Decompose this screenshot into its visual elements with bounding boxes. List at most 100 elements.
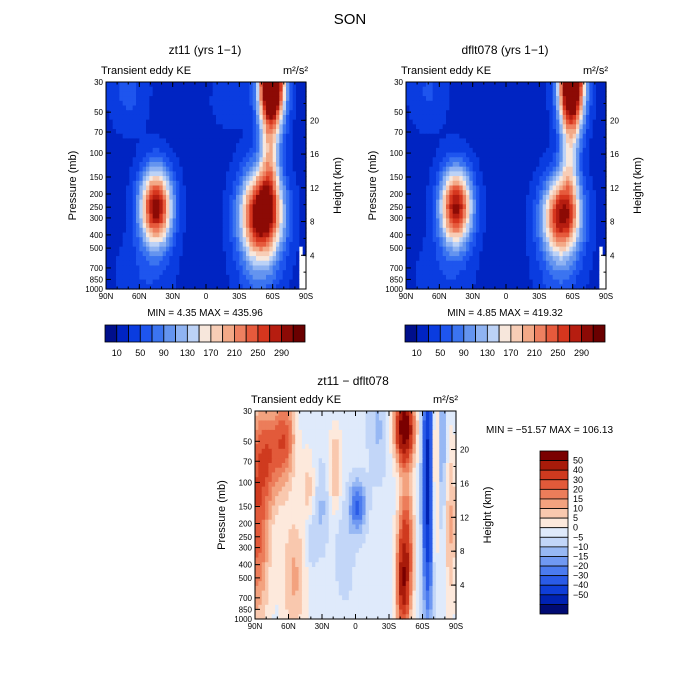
contour-cell — [256, 157, 260, 163]
contour-cell — [456, 91, 460, 97]
contour-cell — [586, 194, 590, 201]
contour-cell — [422, 190, 427, 196]
contour-cell — [146, 110, 150, 116]
contour-cell — [129, 190, 134, 196]
y-tick-label: 250 — [90, 203, 104, 212]
contour-cell — [406, 246, 410, 252]
contour-cell — [156, 114, 160, 121]
contour-cell — [599, 105, 604, 111]
contour-cell — [139, 105, 144, 111]
contour-cell — [196, 119, 200, 125]
contour-cell — [602, 86, 607, 92]
contour-cell — [272, 270, 277, 276]
contour-cell — [166, 138, 170, 144]
contour-cell — [262, 161, 267, 168]
contour-cell — [436, 100, 440, 107]
contour-cell — [302, 152, 307, 158]
contour-cell — [519, 161, 524, 168]
contour-cell — [239, 180, 244, 187]
contour-cell — [539, 82, 544, 88]
contour-cell — [302, 213, 307, 220]
contour-cell — [202, 157, 207, 163]
contour-cell — [206, 218, 210, 224]
contour-cell — [592, 143, 597, 149]
contour-cell — [266, 161, 270, 168]
contour-cell — [456, 246, 460, 252]
contour-cell — [446, 213, 450, 220]
contour-cell — [162, 279, 167, 285]
contour-cell — [599, 143, 604, 149]
contour-cell — [476, 176, 480, 182]
contour-cell — [242, 274, 247, 281]
contour-cell — [302, 227, 307, 234]
contour-cell — [579, 129, 584, 135]
contour-cell — [202, 105, 207, 111]
contour-cell — [446, 241, 450, 248]
contour-cell — [446, 246, 450, 252]
contour-cell — [136, 251, 140, 257]
contour-cell — [199, 161, 204, 168]
contour-cell — [249, 129, 254, 135]
contour-cell — [516, 246, 520, 252]
contour-cell — [416, 218, 420, 224]
contour-cell — [469, 105, 474, 111]
contour-cell — [249, 110, 254, 116]
contour-cell — [149, 176, 154, 182]
contour-cell — [269, 279, 274, 285]
contour-cell — [582, 96, 587, 102]
contour-cell — [469, 161, 474, 168]
contour-cell — [559, 227, 564, 234]
contour-cell — [546, 157, 550, 163]
contour-cell — [592, 176, 597, 182]
contour-cell — [512, 194, 517, 201]
contour-cell — [519, 100, 524, 107]
contour-cell — [209, 82, 214, 88]
contour-cell — [289, 199, 294, 205]
contour-cell — [412, 114, 417, 121]
contour-cell — [202, 237, 207, 243]
contour-cell — [479, 171, 484, 177]
contour-cell — [539, 143, 544, 149]
contour-cell — [522, 114, 527, 121]
contour-cell — [459, 124, 464, 130]
contour-cell — [302, 171, 307, 177]
contour-cell — [259, 152, 264, 158]
contour-cell — [226, 176, 230, 182]
contour-cell — [456, 96, 460, 102]
contour-cell — [466, 213, 470, 220]
contour-cell — [429, 180, 434, 187]
contour-cell — [229, 213, 234, 220]
contour-cell — [482, 227, 487, 234]
contour-cell — [229, 110, 234, 116]
contour-cell — [572, 110, 577, 116]
contour-cell — [129, 232, 134, 238]
contour-cell — [529, 138, 534, 144]
contour-cell — [596, 218, 600, 224]
contour-cell — [509, 143, 514, 149]
contour-cell — [496, 147, 500, 154]
contour-cell — [189, 256, 194, 262]
contour-cell — [166, 157, 170, 163]
contour-cell — [412, 185, 417, 191]
contour-cell — [466, 143, 470, 149]
contour-cell — [409, 114, 414, 121]
contour-cell — [292, 129, 297, 135]
contour-cell — [446, 157, 450, 163]
contour-cell — [192, 274, 197, 281]
contour-cell — [299, 223, 304, 229]
contour-cell — [522, 171, 527, 177]
contour-cell — [179, 124, 184, 130]
contour-cell — [142, 143, 147, 149]
contour-cell — [406, 251, 410, 257]
contour-cell — [446, 194, 450, 201]
contour-cell — [549, 185, 554, 191]
contour-cell — [239, 185, 244, 191]
contour-cell — [126, 260, 130, 267]
contour-cell — [419, 82, 424, 88]
contour-cell — [279, 227, 284, 234]
contour-cell — [602, 114, 607, 121]
contour-cell — [502, 171, 507, 177]
contour-cell — [442, 110, 447, 116]
contour-cell — [266, 265, 270, 271]
contour-cell — [199, 274, 204, 281]
